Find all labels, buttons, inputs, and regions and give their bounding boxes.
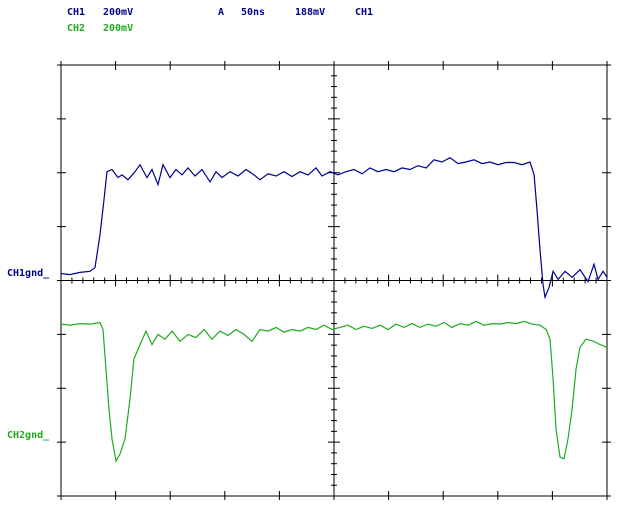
ch1-scale: 200mV (103, 7, 133, 18)
trace (60, 320, 608, 463)
trigger-source: CH1 (355, 7, 373, 18)
ch2-scale: 200mV (103, 23, 133, 34)
trigger-mode: A (218, 7, 224, 18)
ch1-label: CH1 (67, 7, 85, 18)
timebase: 50ns (241, 7, 265, 18)
trigger-level: 188mV (295, 7, 325, 18)
trace (60, 156, 608, 300)
ch2-label: CH2 (67, 23, 85, 34)
ch1-ground: CH1gnd_ (7, 268, 50, 279)
ch2-ground: CH2gnd_ (7, 430, 50, 441)
